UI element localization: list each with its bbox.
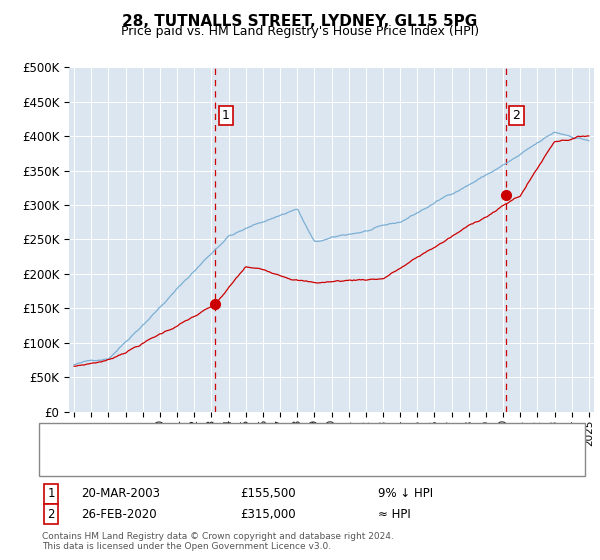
Text: ─────: ───── — [57, 445, 99, 459]
Text: 26-FEB-2020: 26-FEB-2020 — [81, 507, 157, 521]
Text: 20-MAR-2003: 20-MAR-2003 — [81, 487, 160, 501]
Text: Contains HM Land Registry data © Crown copyright and database right 2024.: Contains HM Land Registry data © Crown c… — [42, 532, 394, 541]
Text: Price paid vs. HM Land Registry's House Price Index (HPI): Price paid vs. HM Land Registry's House … — [121, 25, 479, 38]
Text: 28, TUTNALLS STREET, LYDNEY, GL15 5PG (detached house): 28, TUTNALLS STREET, LYDNEY, GL15 5PG (d… — [111, 447, 448, 457]
Text: £315,000: £315,000 — [240, 507, 296, 521]
Text: 28, TUTNALLS STREET, LYDNEY, GL15 5PG: 28, TUTNALLS STREET, LYDNEY, GL15 5PG — [122, 14, 478, 29]
Text: £155,500: £155,500 — [240, 487, 296, 501]
Text: ─────: ───── — [57, 458, 99, 472]
Text: ≈ HPI: ≈ HPI — [378, 507, 411, 521]
Text: 1: 1 — [47, 487, 55, 501]
Text: This data is licensed under the Open Government Licence v3.0.: This data is licensed under the Open Gov… — [42, 542, 331, 551]
Text: HPI: Average price, detached house, Forest of Dean: HPI: Average price, detached house, Fore… — [111, 460, 398, 470]
Text: 2: 2 — [47, 507, 55, 521]
Text: 9% ↓ HPI: 9% ↓ HPI — [378, 487, 433, 501]
Text: 2: 2 — [512, 109, 520, 122]
Text: 1: 1 — [222, 109, 230, 122]
